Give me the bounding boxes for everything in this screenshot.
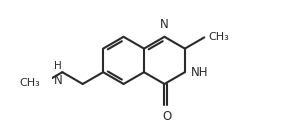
Text: CH₃: CH₃: [208, 32, 229, 42]
Text: CH₃: CH₃: [19, 78, 40, 88]
Text: N: N: [160, 18, 169, 31]
Text: N: N: [54, 74, 62, 87]
Text: O: O: [162, 110, 172, 123]
Text: NH: NH: [191, 66, 208, 79]
Text: H: H: [54, 61, 62, 71]
